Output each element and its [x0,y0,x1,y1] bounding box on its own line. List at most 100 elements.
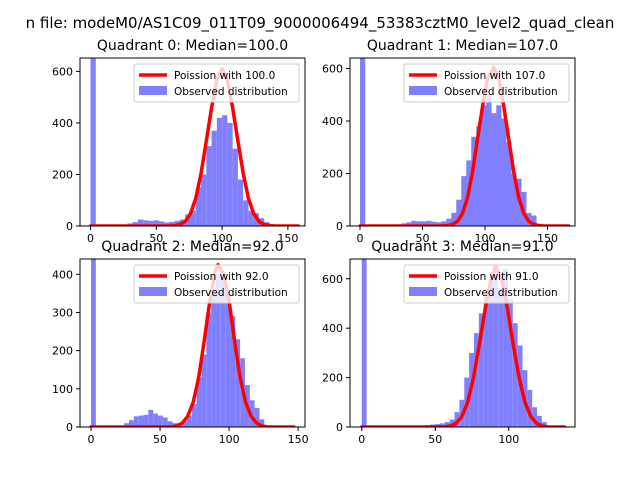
histogram-bar [157,415,163,427]
histogram-bar [243,200,249,226]
histogram-bar [360,58,366,226]
y-tick-label: 400 [52,117,73,130]
histogram-bar [361,259,367,427]
histogram-bar [158,221,165,226]
x-tick-label: 50 [416,232,430,245]
histogram-bar [153,413,158,427]
legend-label-histogram: Observed distribution [444,287,558,299]
histogram-bar [501,118,507,226]
axes-frame [349,258,576,428]
histogram-bar [491,113,497,226]
subplot-quadrant-3: 0 50 100 0 200 400 600 Quadrant 3: Median=91.0 P… [322,239,576,446]
x-tick-label: 0 [87,232,94,245]
histogram-bar [235,339,241,427]
histogram-bar [478,313,484,427]
y-tick-label: 600 [52,65,73,78]
y-tick-label: 100 [52,383,73,396]
histogram-bar [446,218,452,226]
histogram-bar [148,409,154,427]
y-tick-label: 200 [322,372,343,385]
axes-frame [79,258,306,428]
x-tick-label: 100 [498,433,519,446]
histogram-bar [481,105,487,226]
axes-frame [349,57,576,227]
subplot-title: Quadrant 0: Median=100.0 [97,38,288,54]
y-tick-label: 200 [52,345,73,358]
histogram-bar [164,222,170,226]
x-tick-label: 100 [219,433,240,446]
legend-label-histogram: Observed distribution [174,86,288,98]
x-tick-label: 0 [358,433,365,446]
legend-hist-swatch [409,287,437,296]
x-tick-label: 100 [475,232,496,245]
legend-label-curve: Poission with 92.0 [174,271,269,283]
histogram-bar [182,421,187,427]
histogram-bar [90,58,96,226]
x-tick-label: 50 [428,433,442,446]
histogram-bar [436,222,442,226]
y-tick-label: 0 [336,220,343,233]
legend-box [403,63,570,103]
y-tick-label: 200 [322,168,343,181]
histogram-bar [225,293,231,427]
histogram-bar [216,117,223,226]
histogram-bar [186,415,192,427]
histogram-bar [512,323,518,427]
subplot-title: Quadrant 2: Median=92.0 [101,239,283,255]
histogram-bar [493,266,499,427]
legend-box [403,264,570,304]
legend-label-histogram: Observed distribution [444,86,558,98]
histogram-bar [227,122,233,226]
subplot-quadrant-1: 0 50 100 150 0 200 400 600 Quadrant 1: Median=10… [322,38,576,245]
histogram-bar [532,407,538,427]
histogram-bar [129,420,134,427]
histogram-bar [201,354,207,427]
histogram-bar [206,146,212,226]
histogram-bar [215,274,221,427]
histogram-bar [143,220,149,226]
histogram-bar [137,219,144,226]
x-tick-label: 0 [357,232,364,245]
histogram-bar [206,312,212,427]
x-tick-label: 50 [153,433,167,446]
legend: Poission with 100.0 Observed distribution [133,63,300,103]
x-tick-label: 150 [277,232,298,245]
legend: Poission with 107.0 Observed distribution [403,63,570,103]
y-tick-label: 400 [322,115,343,128]
histogram-bar [483,293,489,427]
histogram-bar [248,210,254,226]
subplot-quadrant-2: 0 50 100 150 0 100 200 300 400 Quadrant 2: Median… [52,239,309,446]
histogram-bar [503,268,508,427]
histogram-bar [431,221,437,226]
x-tick-label: 150 [537,232,558,245]
axes-frame [79,57,306,227]
histogram-bar [138,415,144,427]
legend-label-curve: Poission with 100.0 [174,70,275,82]
legend-box [133,63,300,103]
legend-label-curve: Poission with 107.0 [444,70,545,82]
histogram-bar [461,176,467,226]
subplot-title: Quadrant 3: Median=91.0 [371,239,553,255]
histogram-bar [133,416,139,427]
histogram-bar [488,278,494,427]
histogram-bar [473,333,479,427]
y-tick-label: 200 [52,168,73,181]
figure-suptitle: n file: modeM0/AS1C09_011T09_9000006494_… [26,14,615,33]
legend: Poission with 92.0 Observed distribution [133,264,300,304]
histogram-bar [148,220,154,226]
histogram-bar [496,105,502,226]
histogram-bar [506,142,512,226]
histogram-bar [537,415,542,427]
histogram-bar [124,423,130,427]
x-tick-label: 0 [88,433,95,446]
histogram-bar [476,126,482,226]
histogram-bar [211,130,217,226]
histogram-bar [527,389,533,427]
histogram-bar [471,136,477,226]
histogram-bar [416,221,422,226]
x-tick-label: 150 [288,433,309,446]
histogram-bar [232,148,238,226]
y-tick-label: 0 [336,421,343,434]
histogram-bar [441,221,447,226]
histogram-bar [222,115,228,226]
